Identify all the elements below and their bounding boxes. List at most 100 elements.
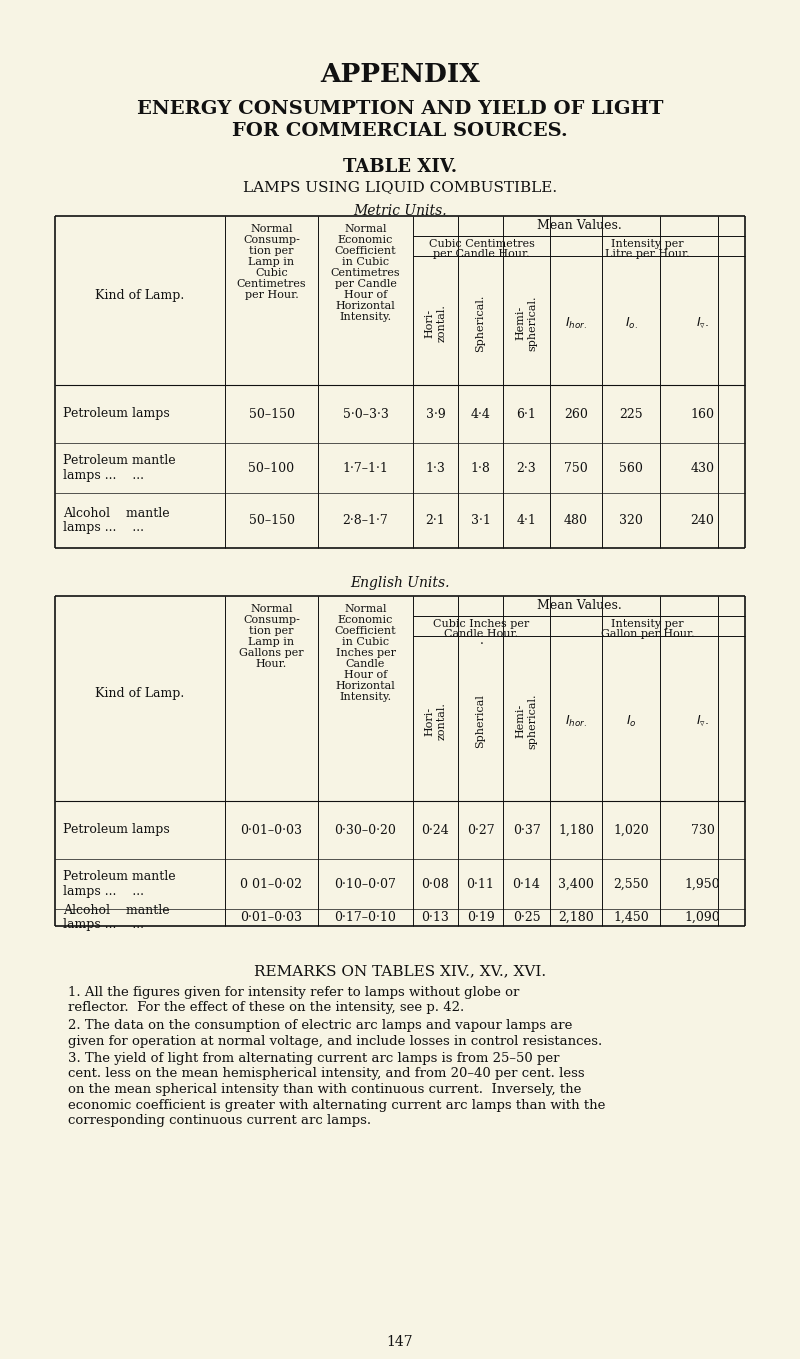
Text: 3·9: 3·9: [426, 408, 446, 420]
Text: given for operation at normal voltage, and include losses in control resistances: given for operation at normal voltage, a…: [68, 1034, 602, 1048]
Text: Hemi-
spherical.: Hemi- spherical.: [516, 295, 538, 351]
Text: Consump-: Consump-: [243, 616, 300, 625]
Text: Spherical.: Spherical.: [475, 295, 486, 352]
Text: Spherical: Spherical: [475, 694, 486, 747]
Text: 2,180: 2,180: [558, 911, 594, 924]
Text: Intensity per: Intensity per: [611, 618, 684, 629]
Text: Petroleum mantle: Petroleum mantle: [63, 454, 176, 467]
Text: Mean Values.: Mean Values.: [537, 219, 622, 232]
Text: on the mean spherical intensity than with continuous current.  Inversely, the: on the mean spherical intensity than wit…: [68, 1083, 582, 1095]
Text: 0·08: 0·08: [422, 878, 450, 890]
Text: Hour.: Hour.: [256, 659, 287, 669]
Text: 0 01–0·02: 0 01–0·02: [241, 878, 302, 890]
Text: 0·30–0·20: 0·30–0·20: [334, 824, 397, 837]
Text: Gallon per Hour.: Gallon per Hour.: [601, 629, 694, 639]
Text: 0·14: 0·14: [513, 878, 541, 890]
Text: 4·4: 4·4: [470, 408, 490, 420]
Text: Petroleum mantle: Petroleum mantle: [63, 871, 176, 883]
Text: 3,400: 3,400: [558, 878, 594, 890]
Text: 1,950: 1,950: [685, 878, 720, 890]
Text: Normal: Normal: [344, 603, 386, 614]
Text: 1. All the figures given for intensity refer to lamps without globe or: 1. All the figures given for intensity r…: [68, 987, 519, 999]
Text: Petroleum lamps: Petroleum lamps: [63, 408, 170, 420]
Text: 0·27: 0·27: [466, 824, 494, 837]
Text: 0·11: 0·11: [466, 878, 494, 890]
Text: 0·13: 0·13: [422, 911, 450, 924]
Text: 50–100: 50–100: [249, 462, 294, 474]
Text: 560: 560: [619, 462, 643, 474]
Text: 750: 750: [564, 462, 588, 474]
Text: per Hour.: per Hour.: [245, 289, 298, 300]
Text: Intensity.: Intensity.: [339, 313, 391, 322]
Text: Hori-
zontal.: Hori- zontal.: [425, 304, 446, 342]
Text: 3·1: 3·1: [470, 514, 490, 527]
Text: 2·3: 2·3: [517, 462, 536, 474]
Text: 5·0–3·3: 5·0–3·3: [342, 408, 389, 420]
Text: 2·1: 2·1: [426, 514, 446, 527]
Text: 480: 480: [564, 514, 588, 527]
Text: 4·1: 4·1: [517, 514, 537, 527]
Text: Cubic: Cubic: [255, 268, 288, 279]
Text: Metric Units.: Metric Units.: [353, 204, 447, 217]
Text: Gallons per: Gallons per: [239, 648, 304, 658]
Text: Candle: Candle: [346, 659, 385, 669]
Text: Hour of: Hour of: [344, 670, 387, 680]
Text: 160: 160: [690, 408, 714, 420]
Text: 260: 260: [564, 408, 588, 420]
Text: lamps ...    ...: lamps ... ...: [63, 469, 144, 481]
Text: Economic: Economic: [338, 235, 393, 245]
Text: 0·01–0·03: 0·01–0·03: [241, 911, 302, 924]
Text: Hori-
zontal.: Hori- zontal.: [425, 703, 446, 739]
Text: 0·24: 0·24: [422, 824, 450, 837]
Text: 1·3: 1·3: [426, 462, 446, 474]
Text: Normal: Normal: [250, 603, 293, 614]
Text: 2·8–1·7: 2·8–1·7: [342, 514, 388, 527]
Text: Hemi-
spherical.: Hemi- spherical.: [516, 693, 538, 749]
Text: 6·1: 6·1: [517, 408, 537, 420]
Text: cent. less on the mean hemispherical intensity, and from 20–40 per cent. less: cent. less on the mean hemispherical int…: [68, 1068, 585, 1080]
Text: REMARKS ON TABLES XIV., XV., XVI.: REMARKS ON TABLES XIV., XV., XVI.: [254, 964, 546, 978]
Text: Intensity.: Intensity.: [339, 692, 391, 703]
Text: 1,090: 1,090: [685, 911, 720, 924]
Text: 1·8: 1·8: [470, 462, 490, 474]
Text: in Cubic: in Cubic: [342, 637, 389, 647]
Text: ·: ·: [479, 637, 483, 651]
Text: Litre per Hour.: Litre per Hour.: [605, 249, 690, 260]
Text: 50–150: 50–150: [249, 408, 294, 420]
Text: Mean Values.: Mean Values.: [537, 599, 622, 612]
Text: 430: 430: [690, 462, 714, 474]
Text: 730: 730: [690, 824, 714, 837]
Text: lamps ...    ...: lamps ... ...: [63, 520, 144, 534]
Text: 0·10–0·07: 0·10–0·07: [334, 878, 397, 890]
Text: Consump-: Consump-: [243, 235, 300, 245]
Text: Economic: Economic: [338, 616, 393, 625]
Text: 0·01–0·03: 0·01–0·03: [241, 824, 302, 837]
Text: Intensity per: Intensity per: [611, 239, 684, 249]
Text: per Candle Hour.: per Candle Hour.: [433, 249, 530, 260]
Text: 0·37: 0·37: [513, 824, 540, 837]
Text: Horizontal: Horizontal: [336, 681, 395, 690]
Text: 0·25: 0·25: [513, 911, 540, 924]
Text: Coefficient: Coefficient: [334, 246, 396, 255]
Text: 0·19: 0·19: [466, 911, 494, 924]
Text: $I_{o.}$: $I_{o.}$: [625, 315, 638, 330]
Text: 1,450: 1,450: [613, 911, 649, 924]
Text: per Candle: per Candle: [334, 279, 397, 289]
Text: 0·17–0·10: 0·17–0·10: [334, 911, 397, 924]
Text: 2. The data on the consumption of electric arc lamps and vapour lamps are: 2. The data on the consumption of electr…: [68, 1019, 572, 1031]
Text: ENERGY CONSUMPTION AND YIELD OF LIGHT: ENERGY CONSUMPTION AND YIELD OF LIGHT: [137, 101, 663, 118]
Text: Kind of Lamp.: Kind of Lamp.: [95, 686, 185, 700]
Text: 3. The yield of light from alternating current arc lamps is from 25–50 per: 3. The yield of light from alternating c…: [68, 1052, 559, 1065]
Text: 225: 225: [619, 408, 643, 420]
Text: TABLE XIV.: TABLE XIV.: [343, 158, 457, 177]
Text: $I_{\triangledown}.$: $I_{\triangledown}.$: [696, 713, 709, 728]
Text: 50–150: 50–150: [249, 514, 294, 527]
Text: reflector.  For the effect of these on the intensity, see p. 42.: reflector. For the effect of these on th…: [68, 1002, 464, 1015]
Text: 1,180: 1,180: [558, 824, 594, 837]
Text: 1,020: 1,020: [613, 824, 649, 837]
Text: Lamp in: Lamp in: [249, 257, 294, 266]
Text: $I_{o}$: $I_{o}$: [626, 713, 636, 728]
Text: Lamp in: Lamp in: [249, 637, 294, 647]
Text: 2,550: 2,550: [614, 878, 649, 890]
Text: in Cubic: in Cubic: [342, 257, 389, 266]
